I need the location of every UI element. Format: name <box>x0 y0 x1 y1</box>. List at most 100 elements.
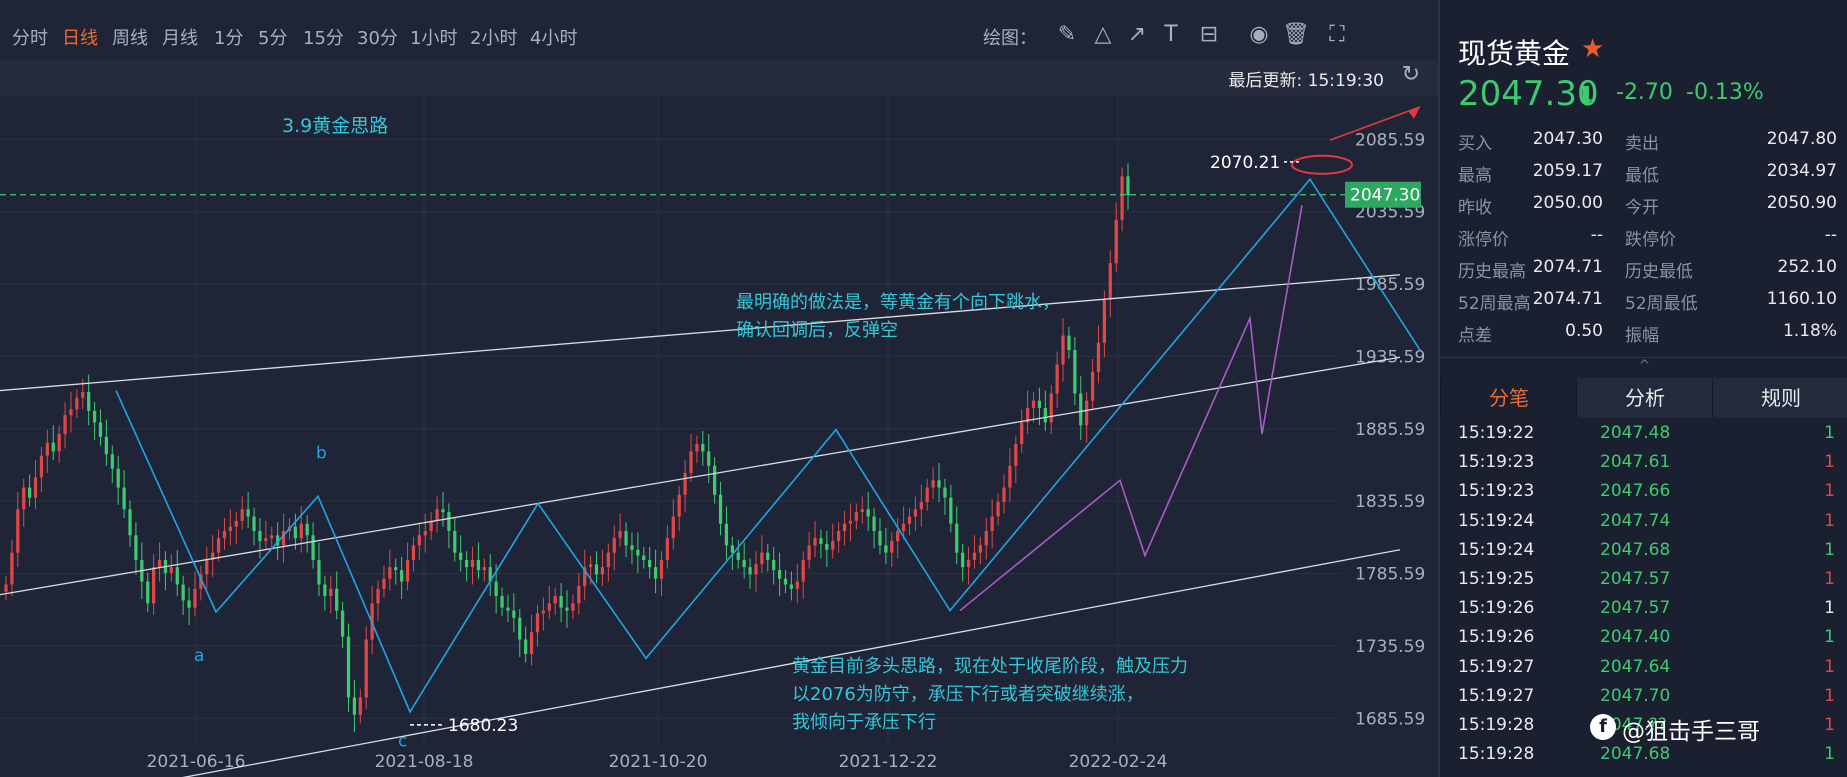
tick-row: 15:19:25 2047.57 1 <box>1440 566 1847 595</box>
detail-tabs: 分笔 分析 规则 <box>1440 378 1847 418</box>
tick-t: 15:19:23 <box>1458 481 1535 502</box>
tick-t: 15:19:27 <box>1458 685 1535 706</box>
tick-t: 15:19:26 <box>1458 627 1535 648</box>
wave-label-c: c <box>398 732 407 752</box>
candle-body <box>949 497 953 524</box>
candle-body <box>1037 400 1042 408</box>
tick-row: 15:19:24 2047.74 1 <box>1440 508 1847 537</box>
tick-t: 15:19:24 <box>1458 510 1535 531</box>
candle-body <box>423 530 427 536</box>
period-tab-7[interactable]: 30分 <box>357 28 398 49</box>
period-tab-6[interactable]: 15分 <box>303 28 344 49</box>
chart-pane: 绘图： ✎ △ ↗ T ⊟ ◉ 🗑 ⛶ 分时 日线 周线 月线 1分 5分 15分 30分 1小… <box>0 22 1438 777</box>
tick-row: 15:19:24 2047.68 1 <box>1440 537 1847 566</box>
candle-body <box>157 559 162 568</box>
candle-body <box>441 509 445 513</box>
candle-body <box>754 564 758 575</box>
tick-t: 15:19:26 <box>1458 598 1535 619</box>
candle-body <box>400 570 404 582</box>
period-tab-10[interactable]: 4小时 <box>530 28 578 49</box>
quote-v1: 2047.30 <box>1532 129 1603 149</box>
candle-body <box>695 444 699 452</box>
tick-p: 2047.57 <box>1600 598 1671 619</box>
candle-body <box>45 442 49 456</box>
high-label: 2070.21 <box>1210 153 1280 173</box>
candle-body <box>972 552 977 560</box>
candle-body <box>1108 263 1112 300</box>
wave-line-purple <box>959 205 1303 612</box>
candle-body <box>116 468 120 488</box>
candle-body <box>1073 350 1077 394</box>
collapse-caret-icon[interactable]: ^ <box>1440 357 1847 374</box>
candle-body <box>110 454 114 469</box>
quote-l2: 卖出 <box>1625 134 1659 154</box>
candle-body <box>264 538 268 542</box>
x-tick-label: 2021-06-16 <box>147 752 246 772</box>
candle-body <box>488 567 492 582</box>
candle-body <box>311 535 315 560</box>
candle-body <box>718 494 723 524</box>
candle-body <box>825 543 829 550</box>
quote-l2: 52周最低 <box>1625 294 1698 314</box>
favorite-star-icon[interactable]: ★ <box>1581 34 1605 64</box>
period-tab-9[interactable]: 2小时 <box>470 28 518 49</box>
triangle-tool-icon[interactable]: △ <box>1094 22 1112 47</box>
candle-body <box>494 581 498 597</box>
period-tab-0[interactable]: 分时 <box>12 28 48 49</box>
quote-v1: 2050.00 <box>1532 193 1603 213</box>
trash-icon[interactable]: 🗑 <box>1282 22 1310 47</box>
candle-body <box>588 564 593 568</box>
candle-body <box>447 512 451 531</box>
detail-tab-0[interactable]: 分笔 <box>1440 378 1577 418</box>
text-tool-icon[interactable]: T <box>1164 22 1178 47</box>
candle-body <box>789 584 794 589</box>
candle-body <box>978 545 982 553</box>
candle-body <box>464 559 469 568</box>
candle-body <box>848 520 853 524</box>
tick-row: 15:19:22 2047.48 1 <box>1440 420 1847 449</box>
candle-body <box>293 526 297 539</box>
refresh-icon[interactable]: ↻ <box>1401 62 1420 87</box>
quote-v1: 2074.71 <box>1532 257 1603 277</box>
quote-row: 买入 2047.30 卖出 2047.80 <box>1440 124 1847 156</box>
arrow-tool-icon[interactable]: ↗ <box>1127 22 1147 47</box>
detail-tab-2[interactable]: 规则 <box>1712 378 1847 418</box>
period-tab-4[interactable]: 1分 <box>214 28 244 49</box>
tick-row: 15:19:23 2047.61 1 <box>1440 449 1847 478</box>
period-tab-3[interactable]: 月线 <box>162 28 198 49</box>
candle-body <box>707 451 711 466</box>
x-tick-label: 2021-12-22 <box>839 752 938 772</box>
candle-body <box>281 530 286 546</box>
quote-row: 历史最高 2074.71 历史最低 252.10 <box>1440 252 1847 284</box>
candle-body <box>128 509 132 536</box>
pen-tool-icon[interactable]: ✎ <box>1057 22 1077 47</box>
tick-v: 1 <box>1824 627 1835 648</box>
eye-icon[interactable]: ◉ <box>1249 22 1269 47</box>
candle-body <box>783 578 788 585</box>
period-tab-5[interactable]: 5分 <box>258 28 288 49</box>
quote-v1: -- <box>1590 225 1603 245</box>
candle-body <box>22 487 26 510</box>
period-tab-2[interactable]: 周线 <box>112 28 148 49</box>
quote-l1: 最高 <box>1458 166 1492 186</box>
format-tool-icon[interactable]: ⊟ <box>1199 22 1219 47</box>
detail-tab-1[interactable]: 分析 <box>1576 378 1713 418</box>
candle-body <box>92 410 97 423</box>
y-tick-label: 1985.59 <box>1355 275 1425 295</box>
tick-v: 1 <box>1824 685 1835 706</box>
candle-body <box>736 552 740 560</box>
candle-body <box>1061 335 1065 365</box>
candle-body <box>1126 176 1130 196</box>
candle-body <box>16 509 20 553</box>
candle-body <box>39 455 44 478</box>
fullscreen-icon[interactable]: ⛶ <box>1329 22 1345 47</box>
quote-row: 52周最高 2074.71 52周最低 1160.10 <box>1440 284 1847 316</box>
candle-body <box>63 415 67 434</box>
candle-body <box>730 545 734 553</box>
period-tab-8[interactable]: 1小时 <box>410 28 458 49</box>
quote-row: 涨停价 -- 跌停价 -- <box>1440 220 1847 252</box>
candle-body <box>1102 299 1107 343</box>
period-tab-1[interactable]: 日线 <box>62 28 98 49</box>
candle-body <box>1002 487 1006 503</box>
candle-body <box>571 603 575 611</box>
